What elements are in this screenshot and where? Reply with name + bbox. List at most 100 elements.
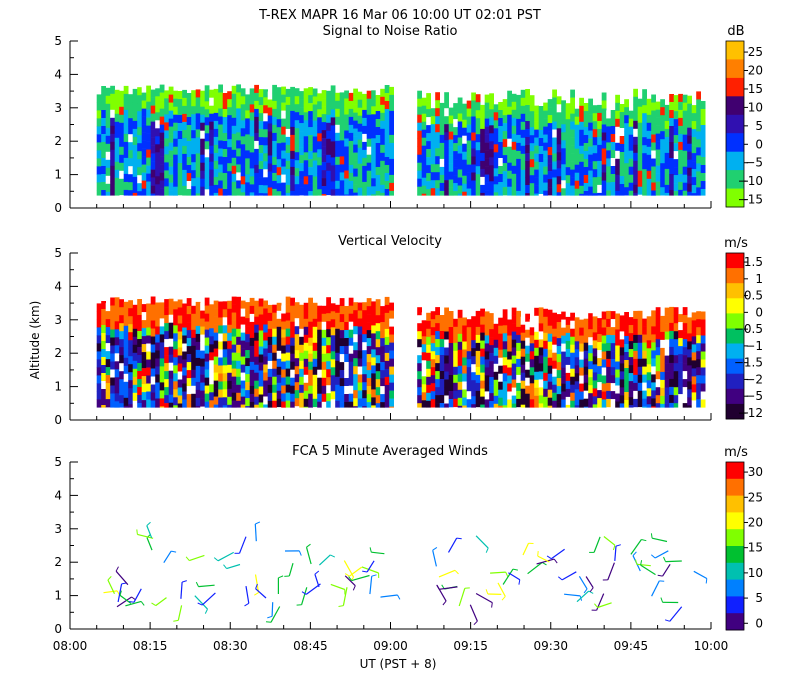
heatmap-field (96, 296, 706, 408)
colorbar-swatch (726, 512, 744, 530)
colorbar-swatch (726, 170, 744, 189)
x-axis-label: UT (PST + 8) (360, 657, 437, 671)
x-tick-label: 09:45 (614, 639, 649, 653)
y-tick-label: 4 (54, 67, 62, 81)
panel-3: FCA 5 Minute Averaged Winds 0 1 2 3 4 5 08:00 08… (53, 444, 763, 653)
y-tick-label: 3 (54, 313, 62, 327)
colorbar-label: 15 (748, 541, 763, 555)
colorbar-label: −1.5 (734, 356, 763, 370)
panel-title: Vertical Velocity (338, 234, 442, 249)
colorbar-label: 25 (748, 45, 763, 59)
y-tick-label: 5 (54, 34, 62, 48)
panels: Signal to Noise Ratio0123452520151050−5−… (53, 24, 763, 653)
colorbar-swatch (726, 114, 744, 134)
colorbar-label: −12 (738, 406, 763, 420)
x-tick-label: 08:00 (53, 639, 88, 653)
colorbar-swatch (726, 313, 744, 329)
colorbar-swatch (726, 478, 744, 496)
colorbar-swatch (726, 283, 744, 299)
colorbar-swatch (726, 343, 744, 359)
colorbar-swatch (726, 579, 744, 597)
colorbar-label: 1 (755, 272, 763, 286)
colorbar-swatch (726, 328, 744, 344)
x-tick-label: 09:00 (373, 639, 408, 653)
colorbar-label: −2 (745, 372, 763, 386)
colorbar-swatch (726, 41, 744, 60)
colorbar-swatch (726, 151, 744, 171)
wind-barbs (103, 521, 708, 626)
colorbar-swatch (726, 529, 744, 547)
colorbar-units: dB (727, 24, 744, 39)
colorbar-label: 5 (755, 119, 763, 133)
y-tick-label: 0 (54, 201, 62, 215)
x-tick-label: 09:15 (453, 639, 488, 653)
y-tick-label: 2 (54, 346, 62, 360)
colorbar-swatch (726, 59, 744, 79)
y-tick-label: 1 (54, 380, 62, 394)
colorbar-label: 5 (755, 591, 763, 605)
colorbar: 25 20 15 10 5 0 −5 −10 −15 dB (725, 24, 763, 208)
y-tick-label: 2 (54, 555, 62, 569)
colorbar-swatch (726, 495, 744, 513)
x-tick-label: 08:45 (293, 639, 328, 653)
panel-2: Vertical Velocity 0 1 2 3 4 5 1.5 1 0.5 0 −0.5 −1 −1.… (54, 234, 763, 427)
colorbar-swatch (726, 298, 744, 314)
colorbar-swatch (726, 403, 744, 420)
colorbar-label: −5 (745, 389, 763, 403)
colorbar-units: m/s (724, 236, 748, 251)
colorbar-swatch (726, 133, 744, 152)
colorbar-swatch (726, 253, 744, 269)
colorbar-label: 0 (755, 616, 763, 630)
colorbar-swatch (726, 358, 744, 375)
y-tick-label: 5 (54, 455, 62, 469)
colorbar-swatch (726, 268, 744, 284)
y-tick-label: 5 (54, 246, 62, 260)
y-tick-label: 4 (54, 488, 62, 502)
colorbar-swatch (726, 613, 744, 631)
colorbar-label: 0 (755, 137, 763, 151)
colorbar-label: 10 (748, 566, 763, 580)
colorbar-swatch (726, 388, 744, 405)
y-tick-label: 1 (54, 589, 62, 603)
colorbar-label: −1 (745, 339, 763, 353)
heatmap-field (96, 84, 706, 196)
y-tick-label: 0 (54, 622, 62, 636)
colorbar-swatch (726, 373, 744, 390)
colorbar-label: −0.5 (734, 322, 763, 336)
y-axis-label: Altitude (km) (28, 301, 42, 380)
colorbar-label: 25 (748, 490, 763, 504)
colorbar-swatch (726, 546, 744, 564)
y-tick-label: 1 (54, 168, 62, 182)
colorbar-label: 10 (748, 100, 763, 114)
colorbar-label: 1.5 (744, 255, 763, 269)
colorbar-swatch (726, 462, 744, 480)
colorbar: 1.5 1 0.5 0 −0.5 −1 −1.5 −2 −5 −12 m/s (724, 236, 763, 420)
y-tick-label: 0 (54, 413, 62, 427)
colorbar-swatch (726, 77, 744, 97)
colorbar-label: 20 (748, 64, 763, 78)
x-tick-label: 10:00 (694, 639, 729, 653)
colorbar-label: −10 (738, 174, 763, 188)
colorbar-frame (725, 461, 745, 631)
colorbar-swatch (726, 96, 744, 116)
panel-title: Signal to Noise Ratio (323, 24, 458, 39)
panel-title: FCA 5 Minute Averaged Winds (292, 444, 488, 459)
colorbar: 30 25 20 15 10 5 0 m/s (724, 445, 763, 631)
colorbar-frame (725, 252, 745, 420)
colorbar-swatch (726, 188, 744, 208)
y-tick-label: 2 (54, 134, 62, 148)
colorbar-frame (725, 40, 745, 208)
colorbar-swatch (726, 562, 744, 580)
y-tick-label: 4 (54, 279, 62, 293)
y-tick-label: 3 (54, 522, 62, 536)
colorbar-label: 15 (748, 82, 763, 96)
figure-title: T-REX MAPR 16 Mar 06 10:00 UT 02:01 PST (258, 8, 541, 23)
colorbar-label: −5 (745, 156, 763, 170)
x-tick-label: 09:30 (533, 639, 568, 653)
colorbar-label: 0 (755, 305, 763, 319)
colorbar-label: 30 (748, 465, 763, 479)
colorbar-label: −15 (738, 193, 763, 207)
colorbar-swatch (726, 596, 744, 614)
colorbar-label: 0.5 (744, 289, 763, 303)
